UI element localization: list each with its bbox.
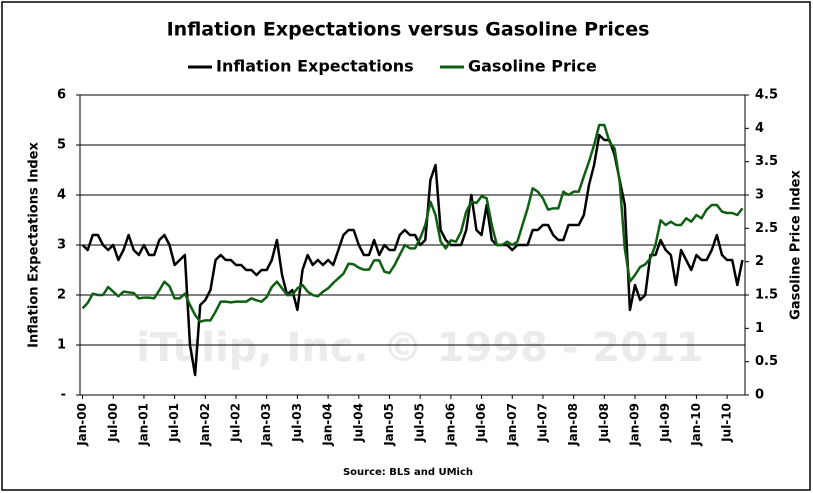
y2-tick-label: 0 <box>755 388 764 403</box>
x-tick-label: Jan-08 <box>566 403 580 447</box>
y2-tick-label: 3 <box>755 188 764 203</box>
x-tick-label: Jan-10 <box>689 403 703 447</box>
legend-label: Gasoline Price <box>468 57 597 76</box>
x-tick-label: Jan-09 <box>628 403 642 447</box>
chart-title: Inflation Expectations versus Gasoline P… <box>167 19 650 41</box>
x-tick-label: Jul-01 <box>167 403 181 443</box>
y2-tick-label: 2.5 <box>755 221 778 236</box>
data-line <box>81 123 744 323</box>
y-tick-label: 6 <box>57 88 66 103</box>
x-tick-label: Jan-06 <box>443 403 457 447</box>
y2-tick-label: 1 <box>755 321 764 336</box>
x-tick-label: Jan-00 <box>75 403 89 447</box>
y-tick-label: 5 <box>57 138 66 153</box>
x-tick-label: Jul-04 <box>351 403 365 443</box>
y2-tick-label: 2 <box>755 254 764 269</box>
y2-axis-title: Gasoline Price Index <box>789 170 804 320</box>
legend-label: Inflation Expectations <box>216 57 414 76</box>
y-tick-label: 3 <box>57 238 66 253</box>
y-tick-label: 2 <box>57 288 66 303</box>
watermark: iTulip, Inc. © 1998 - 2011 <box>136 325 703 371</box>
x-tick-label: Jul-00 <box>106 403 120 443</box>
y2-tick-label: 3.5 <box>755 154 778 169</box>
x-tick-label: Jul-05 <box>413 403 427 443</box>
x-tick-label: Jul-09 <box>658 403 672 443</box>
x-tick-label: Jul-03 <box>290 403 304 443</box>
x-tick-label: Jul-10 <box>720 403 734 443</box>
x-tick-label: Jan-01 <box>136 403 150 447</box>
x-tick-label: Jul-08 <box>597 403 611 443</box>
x-tick-label: Jan-03 <box>259 403 273 447</box>
y-axis-title: Inflation Expectations Index <box>27 142 42 348</box>
x-tick-label: Jan-04 <box>321 403 335 447</box>
source-note: Source: BLS and UMich <box>343 467 473 478</box>
x-tick-label: Jul-06 <box>474 403 488 443</box>
x-tick-label: Jul-02 <box>229 403 243 443</box>
x-tick-label: Jan-02 <box>198 403 212 447</box>
x-tick-label: Jul-07 <box>535 403 549 443</box>
y-tick-label: 1 <box>57 338 66 353</box>
y-tick-label: - <box>61 388 66 403</box>
y-tick-label: 4 <box>57 188 66 203</box>
x-tick-label: Jan-05 <box>382 403 396 447</box>
y2-tick-label: 4 <box>755 121 764 136</box>
plot-frame <box>79 94 746 396</box>
x-tick-label: Jan-07 <box>505 403 519 447</box>
y2-tick-label: 0.5 <box>755 354 778 369</box>
y2-tick-label: 4.5 <box>755 88 778 103</box>
data-line <box>81 133 744 377</box>
y2-tick-label: 1.5 <box>755 288 778 303</box>
